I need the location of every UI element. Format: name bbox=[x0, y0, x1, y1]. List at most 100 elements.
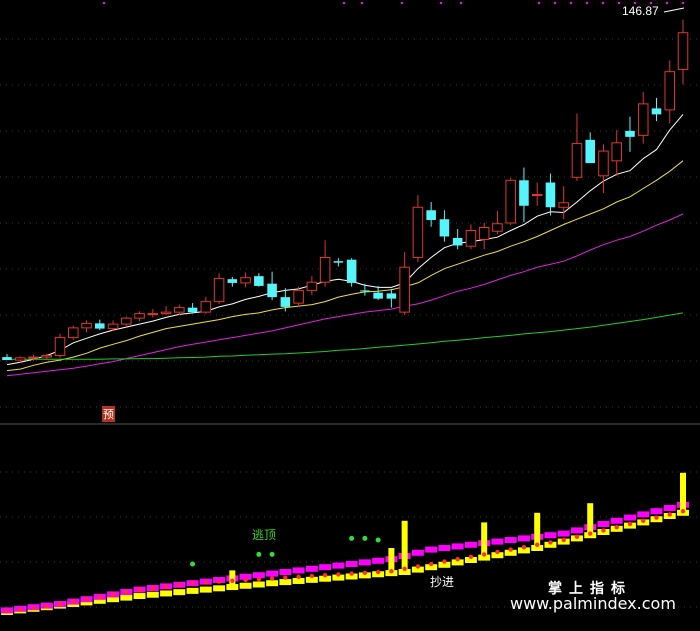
yellow-bar bbox=[504, 549, 517, 556]
top-marker bbox=[570, 2, 572, 4]
red-signal-dot bbox=[163, 584, 169, 589]
yellow-bar bbox=[425, 564, 438, 571]
green-signal-dot bbox=[256, 551, 262, 557]
yellow-bar bbox=[372, 571, 385, 578]
red-signal-dot bbox=[415, 564, 421, 569]
moving-average-line bbox=[6, 160, 684, 372]
yellow-bar bbox=[544, 541, 557, 548]
top-marker bbox=[602, 2, 604, 4]
red-signal-dot bbox=[534, 542, 540, 547]
candle-body bbox=[293, 289, 304, 304]
red-signal-dot bbox=[18, 607, 23, 612]
candle-body bbox=[14, 357, 26, 361]
magenta-bar bbox=[292, 567, 305, 574]
yellow-bar bbox=[517, 547, 530, 554]
top-marker bbox=[361, 2, 363, 4]
red-signal-dot bbox=[654, 515, 659, 520]
top-marker bbox=[440, 2, 442, 4]
yellow-bar bbox=[239, 582, 252, 589]
magenta-bar bbox=[544, 532, 557, 539]
magenta-bar bbox=[504, 537, 517, 543]
magenta-bar bbox=[252, 572, 265, 579]
red-signal-dot bbox=[442, 559, 447, 564]
candle-body bbox=[651, 108, 662, 115]
candle-body bbox=[346, 259, 357, 283]
red-signal-dot bbox=[296, 574, 301, 579]
signal-taoding-label: 逃顶 bbox=[252, 528, 277, 542]
candle-body bbox=[319, 256, 331, 283]
magenta-bar bbox=[425, 546, 438, 553]
signal-yu-label: 预 bbox=[102, 406, 115, 422]
red-signal-dot bbox=[667, 512, 672, 517]
top-marker bbox=[103, 2, 105, 4]
magenta-bar bbox=[517, 535, 530, 542]
candle-body bbox=[492, 223, 503, 232]
candle-body bbox=[306, 281, 318, 291]
magenta-bar bbox=[650, 508, 663, 515]
magenta-bar bbox=[319, 564, 332, 571]
magenta-bar bbox=[557, 530, 570, 537]
magenta-bar bbox=[464, 541, 477, 548]
red-signal-dot bbox=[309, 573, 315, 579]
candle-body bbox=[81, 322, 92, 329]
magenta-bar bbox=[491, 538, 504, 545]
candle-body bbox=[611, 142, 622, 162]
red-signal-dot bbox=[495, 549, 500, 555]
moving-average-line bbox=[6, 213, 684, 377]
candle-body bbox=[625, 130, 635, 137]
yellow-bar bbox=[451, 559, 464, 566]
red-signal-dot bbox=[574, 534, 580, 539]
candle-body bbox=[267, 283, 277, 298]
top-marker bbox=[554, 2, 556, 4]
candle-body bbox=[28, 356, 39, 359]
red-signal-dot bbox=[230, 578, 235, 583]
magenta-bar bbox=[332, 562, 345, 569]
candle-body bbox=[174, 307, 185, 313]
magenta-bar bbox=[438, 545, 451, 551]
yellow-bar bbox=[93, 597, 106, 604]
candle-body bbox=[227, 279, 238, 283]
yellow-bar bbox=[186, 587, 199, 594]
red-signal-dot bbox=[508, 547, 513, 552]
yellow-bar bbox=[133, 593, 146, 599]
red-signal-dot bbox=[124, 589, 129, 595]
candle-body bbox=[68, 327, 79, 339]
candle-body bbox=[187, 307, 198, 313]
yellow-spike bbox=[481, 522, 488, 558]
red-signal-dot bbox=[362, 570, 368, 575]
magenta-bar bbox=[570, 527, 583, 534]
top-marker bbox=[666, 2, 668, 4]
magenta-bar bbox=[663, 505, 676, 511]
red-signal-dot bbox=[137, 587, 142, 592]
candle-body bbox=[677, 32, 689, 70]
red-signal-dot bbox=[561, 537, 566, 543]
candle-body bbox=[585, 139, 595, 164]
candle-body bbox=[95, 323, 105, 329]
yellow-bar bbox=[411, 566, 424, 573]
magenta-bar bbox=[372, 557, 385, 564]
red-signal-dot bbox=[389, 569, 394, 574]
candle-body bbox=[134, 313, 145, 319]
green-signal-dot bbox=[349, 535, 355, 541]
red-signal-dot bbox=[336, 572, 341, 577]
signal-bottom-label: 抄进 bbox=[430, 575, 455, 589]
candle-body bbox=[505, 179, 516, 224]
candle-body bbox=[664, 71, 676, 111]
candle-body bbox=[333, 261, 344, 263]
top-marker bbox=[401, 2, 403, 4]
yellow-spike bbox=[534, 512, 541, 548]
yellow-bar bbox=[332, 574, 345, 581]
candle-body bbox=[373, 292, 383, 299]
top-marker bbox=[634, 2, 636, 4]
red-signal-dot bbox=[521, 545, 527, 550]
red-signal-dot bbox=[243, 577, 248, 583]
green-signal-dot bbox=[375, 537, 381, 543]
yellow-bar bbox=[305, 576, 318, 583]
red-signal-dot bbox=[84, 597, 89, 602]
red-signal-dot bbox=[349, 571, 354, 576]
yellow-spike bbox=[388, 548, 395, 574]
price-annotation: 146.87 bbox=[622, 4, 659, 18]
candle-body bbox=[54, 337, 66, 357]
magenta-bar bbox=[624, 514, 636, 521]
